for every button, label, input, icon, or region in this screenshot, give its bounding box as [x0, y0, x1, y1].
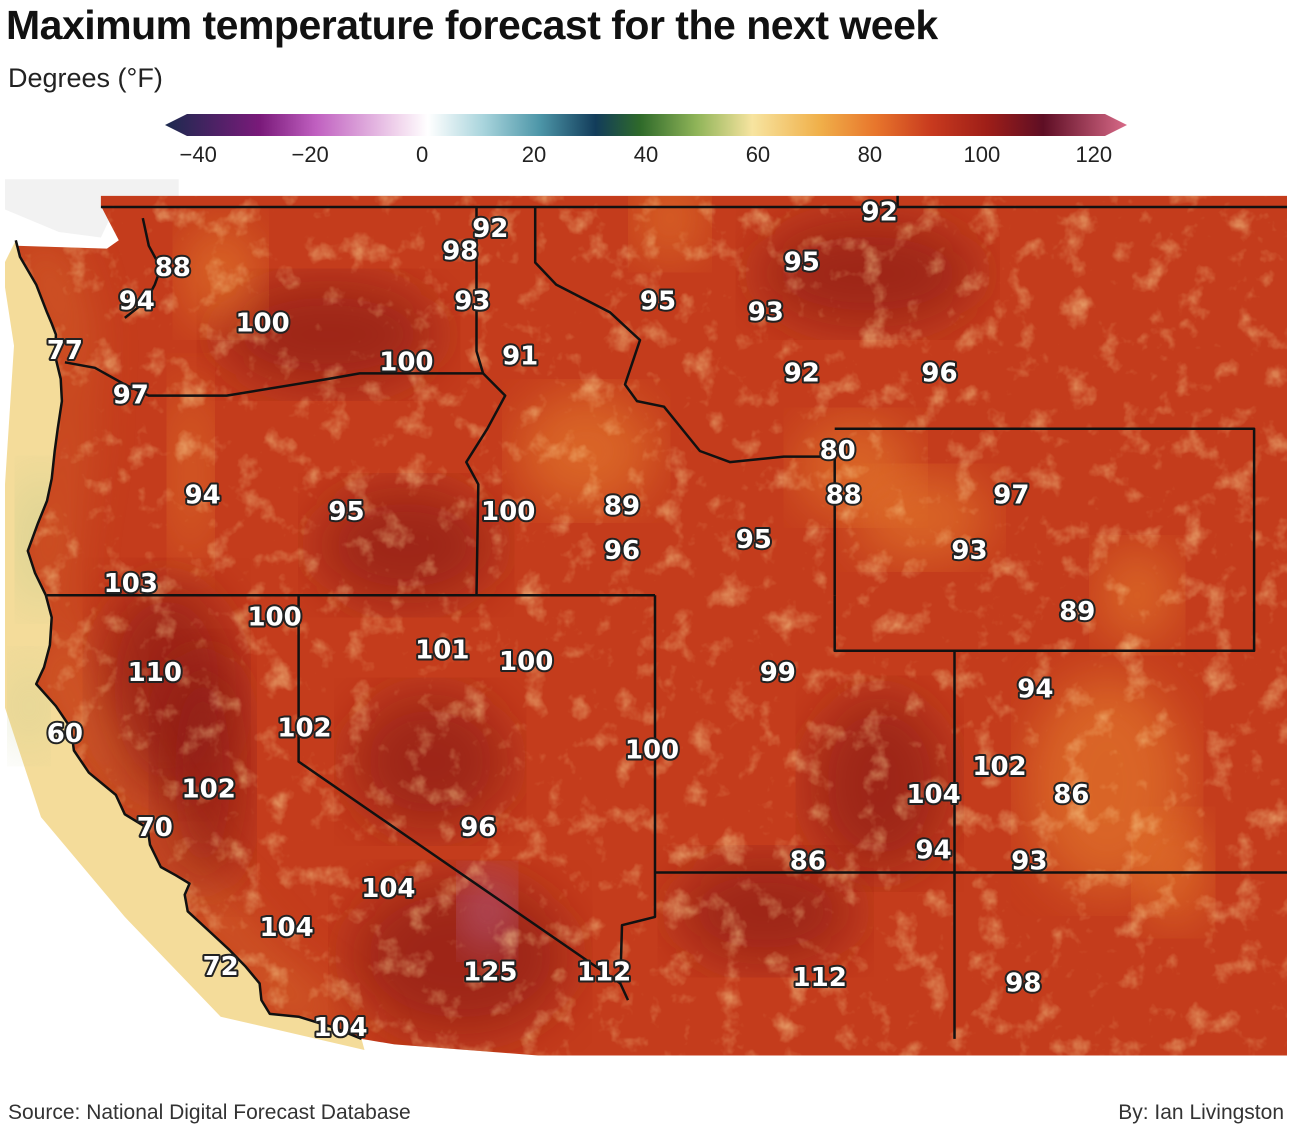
- temperature-label: 112: [793, 963, 847, 993]
- temperature-label: 100: [379, 347, 433, 377]
- temperature-label: 102: [182, 774, 236, 804]
- scale-tick-label: −20: [291, 142, 329, 167]
- temperature-label: 92: [472, 214, 508, 244]
- temperature-label: 104: [259, 913, 313, 943]
- oregon-idaho-border: [465, 372, 507, 596]
- wyoming-box: [833, 427, 1256, 652]
- temperature-label: 80: [820, 436, 856, 466]
- temperature-label: 89: [1059, 597, 1095, 627]
- temperature-label: 94: [185, 480, 221, 510]
- temperature-label: 98: [442, 236, 478, 266]
- puget-shore: [124, 217, 163, 319]
- temperature-label: 70: [137, 813, 173, 843]
- temperature-label: 100: [235, 309, 289, 339]
- temperature-label: 104: [313, 1013, 367, 1043]
- temperature-label: 72: [203, 952, 239, 982]
- coastline: [14, 239, 362, 1041]
- temperature-label: 88: [155, 253, 191, 283]
- temperature-label: 100: [481, 497, 535, 527]
- temperature-label: 101: [415, 636, 469, 666]
- washington-idaho-border: [475, 207, 485, 374]
- temperature-label: 86: [1053, 780, 1089, 810]
- temperature-label: 89: [604, 492, 640, 522]
- temperature-label: 97: [113, 381, 149, 411]
- temperature-map: 92 98 93 88 94 100 77 100 97 91 95 95 93 92 92 96 94 95 10…: [5, 179, 1287, 1094]
- temperature-label: 98: [1005, 968, 1041, 998]
- byline: By: Ian Livingston: [1118, 1101, 1284, 1124]
- temperature-label: 96: [460, 813, 496, 843]
- temperature-label: 102: [277, 713, 331, 743]
- temperature-label: 93: [748, 297, 784, 327]
- scale-tick-label: 20: [521, 142, 547, 167]
- temperature-label: 100: [499, 647, 553, 677]
- temperature-label: 96: [921, 358, 957, 388]
- temperature-label: 86: [790, 846, 826, 876]
- temperature-label: 94: [916, 835, 952, 865]
- temperature-label: 95: [640, 286, 676, 316]
- scale-tick-label: 120: [1075, 142, 1113, 167]
- temperature-label: 100: [625, 736, 679, 766]
- scale-tick-label: 60: [745, 142, 771, 167]
- scale-tick-label: 0: [415, 142, 429, 167]
- temperature-label: 96: [604, 536, 640, 566]
- temperature-label: 93: [951, 536, 987, 566]
- temperature-label: 94: [119, 286, 155, 316]
- temperature-label: 95: [784, 248, 820, 278]
- temperature-label: 110: [128, 658, 182, 688]
- temperature-label: 93: [1011, 846, 1047, 876]
- ocean-temperature-band: [5, 240, 365, 1050]
- temperature-label: 97: [993, 480, 1029, 510]
- idaho-montana-border: [533, 207, 835, 464]
- temperature-label: 88: [826, 480, 862, 510]
- source-credit: Source: National Digital Forecast Databa…: [8, 1101, 411, 1124]
- temperature-label: 95: [328, 497, 364, 527]
- temperature-label: 60: [47, 719, 83, 749]
- scale-tick-label: 100: [963, 142, 1001, 167]
- scale-tick-label: 40: [633, 142, 659, 167]
- temperature-label: 94: [1017, 675, 1053, 705]
- temperature-label: 91: [502, 342, 538, 372]
- temperature-label: 104: [361, 874, 415, 904]
- map-subtitle: Degrees (°F): [8, 63, 163, 93]
- temperature-label: 125: [463, 957, 517, 987]
- temperature-label: 99: [760, 658, 796, 688]
- color-scale-bar: [165, 114, 1127, 136]
- temperature-label: 102: [972, 752, 1026, 782]
- temperature-label: 92: [862, 198, 898, 228]
- terrain-texture: [15, 195, 1287, 1056]
- temperature-label: 100: [247, 602, 301, 632]
- canada-area: [5, 179, 179, 238]
- temperature-label: 95: [736, 525, 772, 555]
- scale-tick-label: −40: [179, 142, 217, 167]
- nevada-utah-border: [619, 595, 657, 1001]
- temperature-label: 104: [906, 780, 960, 810]
- scale-tick-label: 80: [857, 142, 883, 167]
- state-borders: [14, 195, 1287, 1041]
- map-title: Maximum temperature forecast for the nex…: [6, 2, 938, 48]
- temperature-label: 103: [104, 569, 158, 599]
- washington-oregon-border: [64, 361, 484, 397]
- vancouver-island: [5, 179, 179, 238]
- temperature-label: 112: [577, 957, 631, 987]
- temperature-label: 92: [784, 358, 820, 388]
- temperature-label: 93: [454, 286, 490, 316]
- california-nevada-border: [297, 595, 622, 985]
- land-area: [15, 195, 1287, 1056]
- temperature-label: 77: [47, 336, 83, 366]
